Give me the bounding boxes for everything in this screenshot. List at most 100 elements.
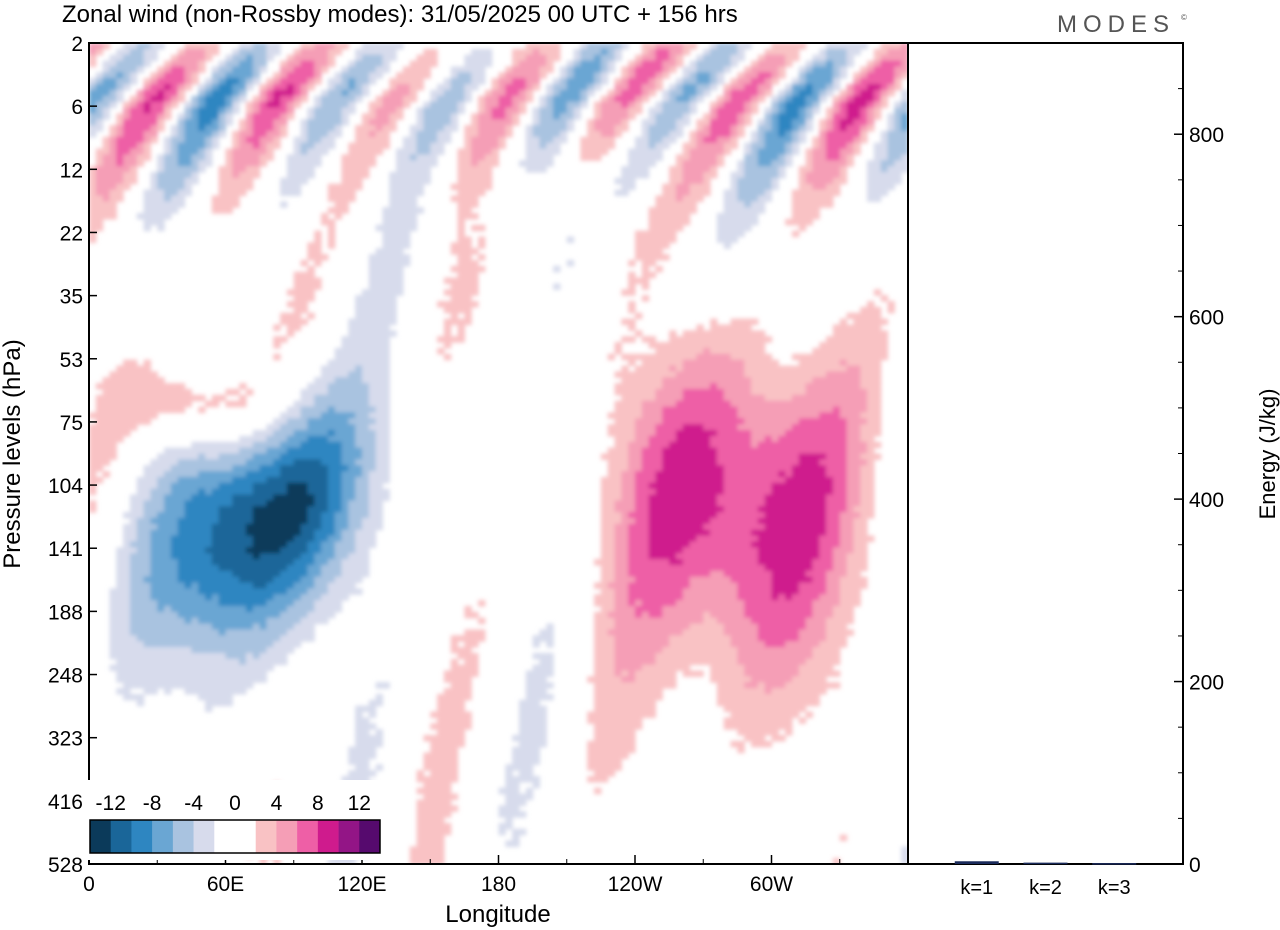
heatmap-cell [648,54,657,62]
heatmap-cell [751,359,759,367]
heatmap-cell [628,453,636,460]
heatmap-cell [737,494,745,502]
heatmap-cell [696,418,704,425]
heatmap-cell [464,66,472,73]
heatmap-cell [798,177,807,185]
heatmap-cell [184,142,192,150]
heatmap-cell [232,84,240,91]
heatmap-cell [116,160,124,167]
heatmap-cell [880,166,889,173]
heatmap-cell [805,365,814,372]
heatmap-cell [293,54,302,62]
heatmap-cell [143,60,152,68]
heatmap-cell [341,506,349,513]
heatmap-cell [873,318,882,326]
heatmap-cell [737,207,745,214]
heatmap-cell [846,482,854,490]
heatmap-cell [553,130,561,138]
heatmap-cell [409,166,418,173]
heatmap-cell [307,78,315,85]
heatmap-cell [416,125,425,132]
heatmap-cell [205,453,213,460]
heatmap-cell [737,172,745,179]
heatmap-cell [662,195,670,202]
heatmap-cell [628,506,636,513]
heatmap-cell [682,347,691,355]
heatmap-cell [628,441,636,449]
heatmap-cell [635,142,643,150]
heatmap-cell [355,172,363,179]
heatmap-cell [341,418,349,425]
heatmap-cell [150,172,158,179]
heatmap-cell [682,201,691,208]
heatmap-cell [368,125,377,132]
heatmap-cell [362,494,370,502]
heatmap-cell [293,306,302,314]
heatmap-cell [327,453,336,460]
heatmap-cell [710,113,718,120]
heatmap-cell [785,218,793,226]
heatmap-cell [778,488,786,496]
heatmap-cell [164,383,172,390]
heatmap-cell [307,441,315,449]
heatmap-cell [164,213,172,220]
heatmap-cell [546,142,554,150]
heatmap-cell [232,160,240,167]
heatmap-cell [573,107,581,114]
heatmap-cell [839,101,848,109]
heatmap-cell [116,125,124,132]
heatmap-cell [150,72,158,79]
heatmap-cell [648,236,657,243]
heatmap-cell [614,506,622,513]
heatmap-cell [894,166,902,173]
heatmap-cell [389,177,397,185]
heatmap-cell [648,160,657,167]
heatmap-cell [457,306,465,314]
heatmap-cell [362,301,370,308]
heatmap-cell [628,154,636,161]
heatmap-cell [293,154,302,161]
heatmap-cell [123,130,131,138]
heatmap-cell [655,195,663,202]
heatmap-cell [382,125,390,132]
heatmap-cell [791,500,800,507]
heatmap-cell [867,406,875,414]
heatmap-cell [150,371,158,378]
heatmap-cell [164,107,172,114]
heatmap-cell [150,95,158,103]
heatmap-cell [409,125,418,132]
heatmap-cell [525,54,534,62]
heatmap-cell [286,412,295,419]
heatmap-cell [751,424,759,431]
heatmap-cell [259,512,268,519]
heatmap-cell [723,43,732,50]
heatmap-cell [423,172,431,179]
heatmap-cell [710,359,718,367]
heatmap-cell [266,119,274,126]
heatmap-cell [662,130,670,138]
heatmap-cell [123,166,131,173]
heatmap-cell [457,72,465,79]
heatmap-cell [757,136,766,144]
heatmap-cell [696,371,704,378]
heatmap-cell [191,441,199,449]
heatmap-cell [628,447,636,455]
heatmap-cell [662,201,670,208]
heatmap-cell [375,301,384,308]
heatmap-cell [682,101,691,109]
heatmap-cell [314,412,322,419]
heatmap-cell [655,107,663,114]
heatmap-cell [491,95,500,103]
heatmap-cell [648,66,657,73]
heatmap-cell [416,136,425,144]
heatmap-cell [232,482,240,490]
heatmap-cell [191,494,199,502]
heatmap-cell [157,512,165,519]
heatmap-cell [853,353,861,361]
heatmap-cell [798,494,807,502]
heatmap-cell [327,447,336,455]
heatmap-cell [689,172,698,179]
heatmap-cell [457,89,465,97]
heatmap-cell [621,113,629,120]
heatmap-cell [478,125,486,132]
